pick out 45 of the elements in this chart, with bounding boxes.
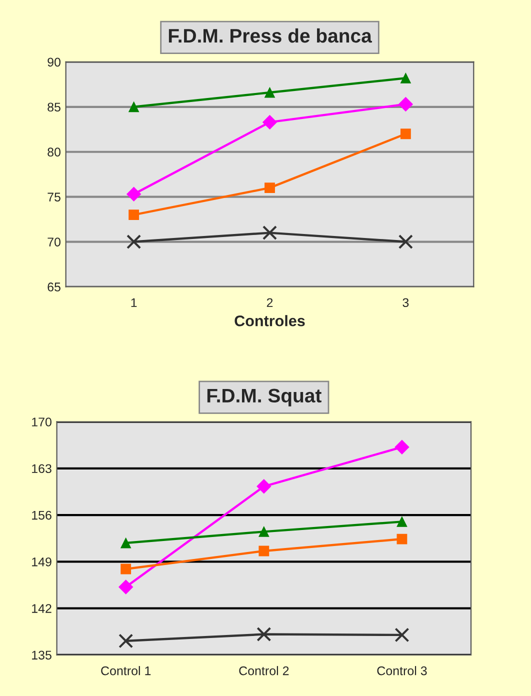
x-tick-label: 2 xyxy=(266,298,273,307)
point xyxy=(394,440,410,454)
y-tick-label: 156 xyxy=(32,510,52,520)
y-tick-label: 135 xyxy=(32,650,52,660)
chart-title: F.D.M. Squat xyxy=(207,388,322,406)
point xyxy=(256,626,272,642)
point xyxy=(126,234,142,250)
point xyxy=(398,234,413,250)
x-tick-label: Control 2 xyxy=(239,666,289,676)
x-tick-label: 3 xyxy=(402,298,409,308)
point xyxy=(118,580,134,594)
x-tick-label: 1 xyxy=(131,298,137,307)
point xyxy=(120,564,132,574)
point xyxy=(120,538,132,548)
point xyxy=(118,634,134,648)
point xyxy=(396,516,408,527)
point xyxy=(258,526,270,537)
y-tick-label: 163 xyxy=(32,464,52,474)
x-tick-label: Control 1 xyxy=(101,666,151,676)
point xyxy=(400,128,411,140)
y-tick-label: 170 xyxy=(32,418,52,426)
y-tick-label: 85 xyxy=(48,102,60,112)
point xyxy=(264,87,275,98)
point xyxy=(264,182,275,194)
point xyxy=(398,96,413,112)
point xyxy=(256,479,272,494)
y-tick-label: 65 xyxy=(48,282,60,292)
x-axis-title: Controles xyxy=(234,315,305,326)
y-tick-label: 90 xyxy=(48,58,60,67)
point xyxy=(400,72,411,84)
x-tick-label: Control 3 xyxy=(377,666,427,676)
y-tick-label: 80 xyxy=(48,148,60,157)
point xyxy=(262,226,278,240)
chart-title: F.D.M. Press de banca xyxy=(168,28,372,43)
point xyxy=(394,628,410,642)
point xyxy=(128,210,140,220)
point xyxy=(126,186,142,202)
y-tick-label: 70 xyxy=(48,238,60,246)
point xyxy=(262,114,277,130)
y-tick-label: 149 xyxy=(32,557,52,566)
point xyxy=(128,102,140,112)
point xyxy=(396,534,408,544)
y-tick-label: 142 xyxy=(32,604,52,613)
y-tick-label: 75 xyxy=(48,192,60,202)
point xyxy=(258,546,270,556)
